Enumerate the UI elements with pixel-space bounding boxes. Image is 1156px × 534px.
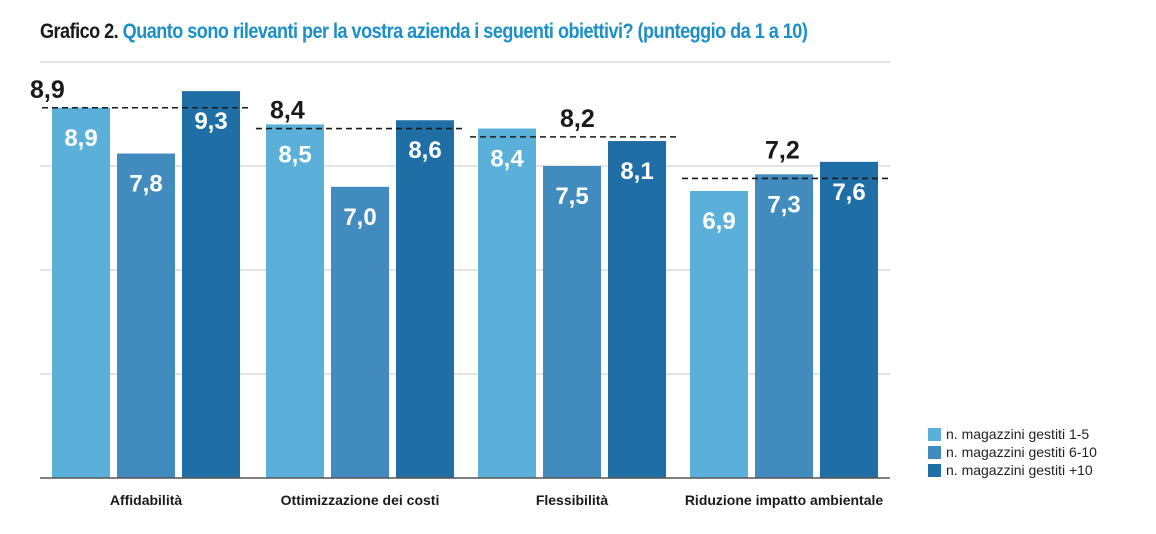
- bar: [820, 161, 878, 478]
- bar-value-label: 7,6: [832, 179, 865, 206]
- bar-value-label: 7,3: [767, 191, 800, 218]
- category-label: Flessibilità: [536, 492, 609, 508]
- bar: [182, 91, 240, 479]
- bar-value-label: 7,8: [129, 171, 162, 198]
- chart-title-lead: Grafico 2.: [40, 20, 119, 43]
- bar-value-label: 9,3: [194, 108, 227, 135]
- legend-swatch: [928, 445, 941, 459]
- legend-item: n. magazzini gestiti +10: [928, 462, 1093, 478]
- bar: [117, 153, 175, 478]
- bar-value-label: 8,1: [620, 158, 653, 185]
- category-label: Riduzione impatto ambientale: [685, 492, 884, 508]
- category-label: Affidabilità: [110, 492, 183, 508]
- bar-value-label: 8,5: [278, 141, 311, 168]
- bar: [52, 107, 110, 478]
- average-label: 8,2: [560, 105, 595, 133]
- legend-swatch: [928, 463, 941, 477]
- bar: [690, 190, 748, 478]
- legend-swatch: [928, 427, 941, 441]
- bar: [755, 174, 813, 478]
- legend-label: n. magazzini gestiti 6-10: [946, 444, 1097, 460]
- chart-title-question: Quanto sono rilevanti per la vostra azie…: [122, 20, 808, 43]
- category-label: Ottimizzazione dei costi: [281, 492, 440, 508]
- bar-value-label: 8,4: [490, 146, 524, 173]
- bar: [543, 166, 601, 478]
- average-label: 7,2: [765, 136, 800, 164]
- legend-label: n. magazzini gestiti 1-5: [946, 426, 1090, 442]
- bar: [331, 186, 389, 479]
- legend-label: n. magazzini gestiti +10: [946, 462, 1093, 478]
- legend-item: n. magazzini gestiti 6-10: [928, 444, 1097, 460]
- bar: [396, 120, 454, 479]
- bar: [478, 128, 536, 478]
- bar-value-label: 8,9: [64, 125, 97, 152]
- average-label: 8,9: [30, 76, 65, 104]
- bar-value-label: 8,6: [408, 137, 441, 164]
- legend-item: n. magazzini gestiti 1-5: [928, 426, 1089, 442]
- bar: [608, 141, 666, 479]
- bar-value-label: 6,9: [702, 208, 735, 235]
- bar: [266, 124, 324, 479]
- bar-value-label: 7,0: [343, 204, 376, 231]
- chart-title: Grafico 2. Quanto sono rilevanti per la …: [40, 20, 808, 44]
- bar-value-label: 7,5: [555, 183, 588, 210]
- average-label: 8,4: [270, 97, 305, 125]
